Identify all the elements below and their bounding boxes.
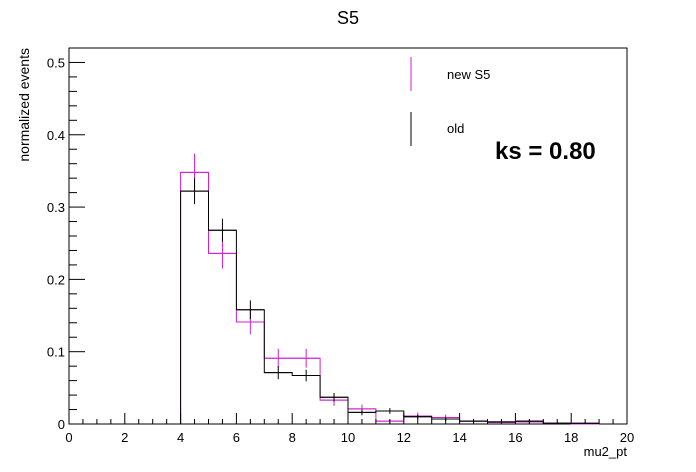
x-tick-label: 12 <box>397 430 411 445</box>
histogram-step-line <box>180 171 600 425</box>
series-old <box>180 178 600 424</box>
x-tick-label: 18 <box>564 430 578 445</box>
series-new <box>180 153 600 425</box>
x-tick-label: 6 <box>233 430 240 445</box>
plot-frame <box>68 47 628 425</box>
y-axis-label: normalized events <box>16 48 32 162</box>
y-tick-label: 0.5 <box>47 55 65 70</box>
y-tick-label: 0.2 <box>47 272 65 287</box>
x-tick-label: 8 <box>289 430 296 445</box>
y-tick-label: 0 <box>58 417 65 432</box>
x-tick-label: 20 <box>620 430 634 445</box>
x-tick-label: 14 <box>452 430 466 445</box>
x-axis-label: mu2_pt <box>584 444 628 459</box>
x-tick-label: 10 <box>341 430 355 445</box>
y-tick-label: 0.3 <box>47 200 65 215</box>
chart-title: S5 <box>337 8 359 28</box>
x-tick-label: 4 <box>177 430 184 445</box>
ks-annotation: ks = 0.80 <box>495 138 596 165</box>
x-tick-label: 2 <box>121 430 128 445</box>
legend-label-new: new S5 <box>447 67 490 82</box>
histogram-step-line <box>180 190 600 424</box>
y-tick-label: 0.4 <box>47 128 65 143</box>
legend-label-old: old <box>447 121 464 136</box>
x-tick-label: 0 <box>65 430 72 445</box>
y-tick-label: 0.1 <box>47 345 65 360</box>
x-tick-label: 16 <box>508 430 522 445</box>
legend: new S5 old <box>410 57 490 146</box>
